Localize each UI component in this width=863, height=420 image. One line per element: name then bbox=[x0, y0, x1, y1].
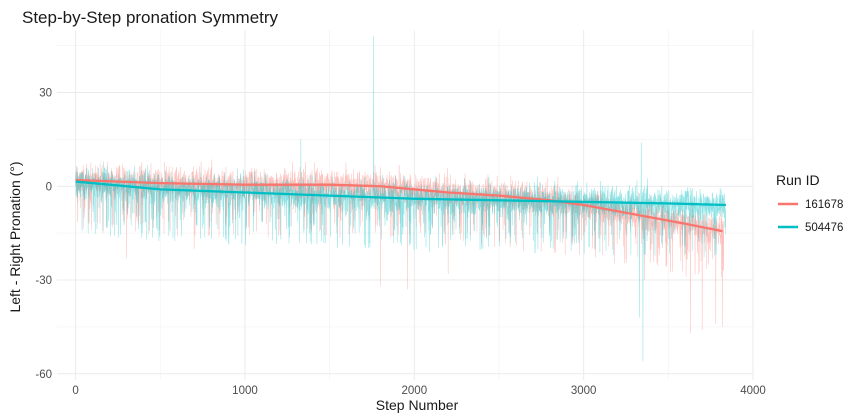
legend-label-504476: 504476 bbox=[805, 222, 843, 234]
legend: Run ID 161678 504476 bbox=[776, 172, 843, 234]
legend-label-161678: 161678 bbox=[805, 199, 843, 211]
x-axis-title: Step Number bbox=[376, 397, 459, 413]
series-trend-line-161678 bbox=[75, 178, 723, 233]
x-tick-label: 0 bbox=[72, 385, 78, 397]
x-tick-label: 3000 bbox=[571, 385, 597, 397]
y-axis-title: Left - Right Pronation (°) bbox=[7, 161, 23, 312]
series-trend-line-504476 bbox=[75, 180, 726, 207]
y-tick-label: -30 bbox=[35, 275, 52, 287]
y-tick-label: 30 bbox=[39, 88, 52, 100]
y-tick-label: -60 bbox=[35, 369, 52, 381]
tick-labels: 0 1000 2000 3000 4000 -60 -30 0 30 bbox=[35, 88, 765, 398]
x-tick-label: 1000 bbox=[232, 385, 258, 397]
x-tick-label: 2000 bbox=[402, 385, 428, 397]
legend-title: Run ID bbox=[776, 172, 820, 188]
y-tick-label: 0 bbox=[46, 181, 52, 193]
chart-title: Step-by-Step pronation Symmetry bbox=[22, 8, 279, 27]
x-tick-label: 4000 bbox=[740, 385, 766, 397]
series-raw-line-161678 bbox=[75, 159, 725, 334]
grid bbox=[57, 30, 754, 380]
series-layer bbox=[75, 36, 727, 362]
